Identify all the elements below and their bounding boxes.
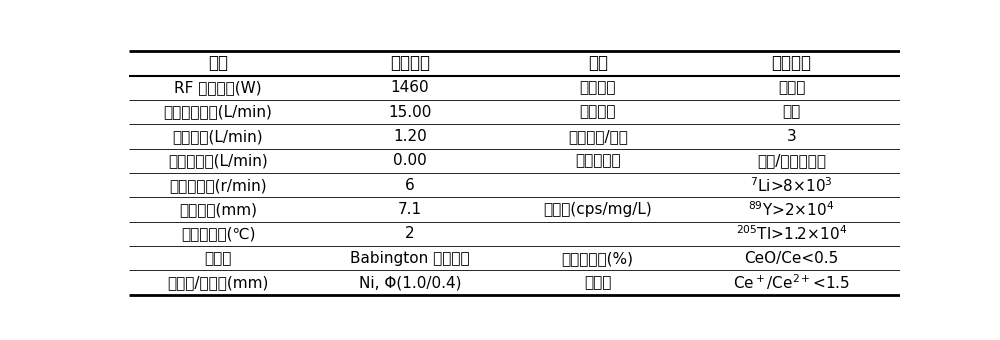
Text: 踠动泵转速(r/min): 踠动泵转速(r/min) <box>169 178 267 193</box>
Text: Babington 型雾化器: Babington 型雾化器 <box>350 251 470 266</box>
Text: CeO/Ce<0.5: CeO/Ce<0.5 <box>744 251 839 266</box>
Text: 1460: 1460 <box>390 80 429 95</box>
Text: 工作参数: 工作参数 <box>390 54 430 72</box>
Text: $^{89}$Y>2×10$^4$: $^{89}$Y>2×10$^4$ <box>748 200 835 219</box>
Text: 脉冲/模拟双模式: 脉冲/模拟双模式 <box>757 153 826 168</box>
Text: Ce$^+$/Ce$^{2+}$<1.5: Ce$^+$/Ce$^{2+}$<1.5 <box>733 273 850 292</box>
Text: 采样锥/截取锥(mm): 采样锥/截取锥(mm) <box>167 275 269 290</box>
Text: Ni, Φ(1.0/0.4): Ni, Φ(1.0/0.4) <box>359 275 461 290</box>
Text: 氧化物产率(%): 氧化物产率(%) <box>562 251 634 266</box>
Text: 3: 3 <box>787 129 796 144</box>
Text: 载气流量(L/min): 载气流量(L/min) <box>173 129 263 144</box>
Text: 等离子气流量(L/min): 等离子气流量(L/min) <box>164 105 272 120</box>
Text: 检测器模式: 检测器模式 <box>575 153 621 168</box>
Text: 采样模式: 采样模式 <box>580 80 616 95</box>
Text: 6: 6 <box>405 178 415 193</box>
Text: 双电荷: 双电荷 <box>584 275 611 290</box>
Text: $^7$Li>8×10$^3$: $^7$Li>8×10$^3$ <box>750 176 833 194</box>
Text: 扫描方式: 扫描方式 <box>580 105 616 120</box>
Text: 2: 2 <box>405 226 415 241</box>
Text: 1.20: 1.20 <box>393 129 427 144</box>
Text: 全定量: 全定量 <box>778 80 805 95</box>
Text: 0.00: 0.00 <box>393 153 427 168</box>
Text: 灵敏度(cps/mg/L): 灵敏度(cps/mg/L) <box>543 202 652 217</box>
Text: 重复次数/样品: 重复次数/样品 <box>568 129 628 144</box>
Text: 采样深度(mm): 采样深度(mm) <box>179 202 257 217</box>
Text: $^{205}$Tl>1.2×10$^4$: $^{205}$Tl>1.2×10$^4$ <box>736 224 847 243</box>
Text: 跳峰: 跳峰 <box>782 105 801 120</box>
Text: 项目: 项目 <box>208 54 228 72</box>
Text: 辅助气流量(L/min): 辅助气流量(L/min) <box>168 153 268 168</box>
Text: 7.1: 7.1 <box>398 202 422 217</box>
Text: RF 发射功率(W): RF 发射功率(W) <box>174 80 262 95</box>
Text: 工作参数: 工作参数 <box>772 54 812 72</box>
Text: 15.00: 15.00 <box>388 105 432 120</box>
Text: 雾化器: 雾化器 <box>204 251 232 266</box>
Text: 项目: 项目 <box>588 54 608 72</box>
Text: 雾化室温度(℃): 雾化室温度(℃) <box>181 226 255 241</box>
